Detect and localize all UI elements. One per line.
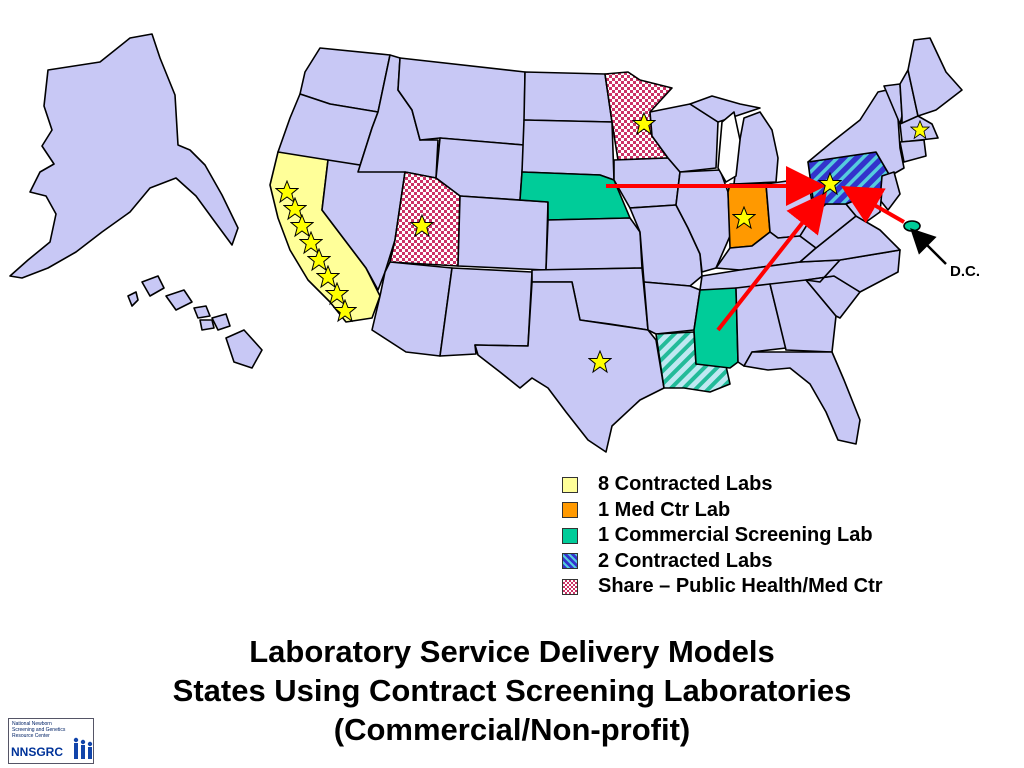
title-line-1: Laboratory Service Delivery Models — [249, 634, 775, 669]
arrow-icon — [841, 186, 905, 224]
state-north-dakota — [523, 71, 613, 123]
swatch-striped-icon — [562, 553, 578, 570]
dc-marker — [903, 220, 921, 232]
state-hawaii-4 — [193, 305, 211, 319]
state-connecticut — [899, 139, 927, 163]
legend-item-share: Share – Public Health/Med Ctr — [562, 574, 883, 600]
legend-label: 1 Med Ctr Lab — [598, 498, 731, 521]
state-michigan-lower — [733, 111, 779, 185]
arrows — [606, 166, 905, 332]
state-hawaii-5 — [199, 319, 215, 331]
slide-title: Laboratory Service Delivery Models State… — [0, 632, 1024, 749]
state-kansas — [545, 217, 643, 271]
state-montana — [397, 57, 526, 146]
state-maine — [907, 37, 963, 117]
nnsgrc-logo: National Newborn Screening and Genetics … — [8, 718, 94, 764]
legend-label: 8 Contracted Labs — [598, 473, 773, 496]
legend-item-contracted-2: 2 Contracted Labs — [562, 549, 883, 575]
people-icon — [73, 737, 93, 759]
state-georgia — [769, 279, 837, 353]
state-alaska — [9, 33, 239, 279]
dc-arrow-icon — [910, 228, 947, 265]
state-mississippi — [693, 287, 739, 369]
swatch-green-icon — [562, 527, 578, 544]
swatch-yellow-icon — [562, 476, 578, 493]
state-colorado — [457, 195, 549, 271]
legend-item-med-ctr: 1 Med Ctr Lab — [562, 498, 883, 524]
state-hawaii-2 — [141, 275, 165, 297]
state-new-jersey — [879, 171, 901, 211]
state-hawaii-7 — [225, 329, 263, 369]
state-new-mexico — [439, 267, 533, 357]
swatch-checker-icon — [562, 578, 578, 595]
state-south-dakota — [521, 119, 615, 181]
dc-label: D.C. — [950, 263, 980, 280]
swatch-orange-icon — [562, 502, 578, 519]
state-hawaii-3 — [165, 289, 193, 311]
us-map: D.C. — [9, 33, 980, 453]
state-michigan-upper — [689, 95, 761, 123]
state-iowa — [613, 157, 681, 209]
title-line-2: States Using Contract Screening Laborato… — [172, 673, 852, 708]
state-arkansas — [643, 281, 701, 335]
lake-michigan — [717, 111, 741, 183]
logo-subtitle: National Newborn Screening and Genetics … — [12, 721, 66, 739]
legend-label: Share – Public Health/Med Ctr — [598, 575, 883, 598]
logo-name: NNSGRC — [11, 745, 64, 759]
title-line-3: (Commercial/Non-profit) — [333, 712, 691, 747]
state-hawaii-1 — [127, 291, 139, 307]
state-illinois — [675, 169, 731, 273]
legend-item-contracted-8: 8 Contracted Labs — [562, 472, 883, 498]
legend: 8 Contracted Labs 1 Med Ctr Lab 1 Commer… — [562, 472, 883, 600]
state-florida — [743, 351, 861, 445]
state-hawaii-6 — [211, 313, 231, 331]
legend-label: 2 Contracted Labs — [598, 549, 773, 572]
legend-item-commercial: 1 Commercial Screening Lab — [562, 523, 883, 549]
arrow-icon — [716, 191, 827, 332]
legend-label: 1 Commercial Screening Lab — [598, 524, 873, 547]
state-arizona — [371, 261, 453, 357]
